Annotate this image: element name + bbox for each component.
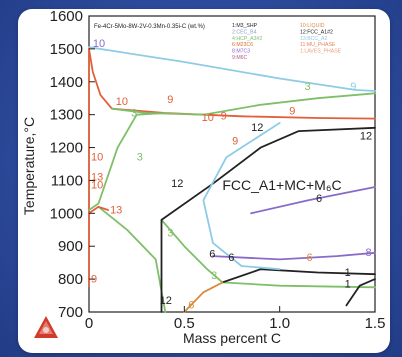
legend-entry: 2:CEC_B4	[232, 29, 257, 35]
curve-number-label: 13	[110, 204, 122, 216]
curve-number-label: 3	[131, 107, 137, 119]
phase-boundary-red-upper	[88, 48, 376, 120]
plot-area	[88, 15, 376, 313]
legend-entry: 8:M7C3	[232, 49, 250, 55]
curve-number-label: 3	[167, 227, 173, 239]
legend-entry: 9:M6C	[232, 55, 248, 61]
curve-number-label: 10	[116, 96, 128, 108]
curve-number-label: 6	[306, 252, 312, 264]
phase-boundary-purple-6	[250, 186, 376, 215]
legend-entry: 4:HCP_A3#2	[232, 36, 262, 42]
phase-boundary-orange-6	[183, 281, 224, 313]
phase-boundary-black-1	[345, 278, 376, 307]
curve-number-label: 9	[167, 94, 173, 106]
curve-number-label: 9	[289, 106, 295, 118]
phase-boundary-black-12	[160, 126, 376, 313]
y-tick-label: 800	[58, 271, 83, 288]
y-tick-label: 1100	[51, 172, 83, 189]
legend-entry: 11:MU_PHASE	[300, 42, 336, 48]
curve-number-label: 10	[91, 180, 103, 192]
legend-entry: 13:BCC_A2	[300, 36, 328, 42]
curve-number-label: 10	[202, 112, 214, 124]
curve-number-label: 12	[360, 130, 372, 142]
x-tick-label: 0	[85, 315, 93, 332]
x-axis-label: Mass percent C	[183, 330, 281, 346]
phase-boundary-purple-8	[212, 251, 376, 261]
y-tick-label: 1400	[50, 74, 83, 91]
curve-label-layer: 1010931099391212931013101312366391261168…	[91, 38, 372, 311]
legend-entry: 6:M23C6	[232, 42, 253, 48]
region-label: FCC_A1+MC+M₆C	[222, 177, 341, 193]
curve-layer	[88, 46, 376, 313]
curve-number-label: 6	[209, 249, 215, 261]
chart-title: Fe-4Cr-5Mo-8W-2V-0.3Mn-0.35i-C (wt.%)	[94, 24, 205, 30]
y-tick-label: 1200	[50, 140, 83, 157]
phase-boundary-green-right	[160, 219, 376, 289]
phase-boundary-black-lower	[221, 268, 376, 284]
curve-number-label: 9	[232, 135, 238, 147]
legend-entry: 12:FCC_A1#2	[300, 29, 333, 35]
curve-number-label: 1	[345, 278, 351, 290]
phase-boundary-green-mid	[97, 205, 167, 313]
curve-number-label: 12	[160, 295, 172, 307]
y-tick-label: 1600	[50, 8, 83, 25]
curve-number-label: 9	[221, 111, 227, 123]
y-tick-label: 1300	[50, 107, 83, 124]
curve-number-label: 12	[171, 178, 183, 190]
y-tick-label: 1000	[50, 205, 83, 222]
curve-number-label: 6	[316, 193, 322, 205]
x-tick-label: 1.0	[269, 315, 290, 332]
phase-boundary-liquidus-blue	[88, 46, 376, 92]
curve-number-label: 3	[305, 81, 311, 93]
curve-number-label: 3	[137, 152, 143, 164]
legend-entry: 1:LAVES_PHASE	[300, 49, 342, 55]
tick-layer: 0 0.5 1.0 1.5 700 800 900 1000 1100 1200 1300 1400 1…	[50, 8, 386, 332]
curve-number-label: 6	[228, 252, 234, 264]
phase-boundary-green-solidus	[111, 92, 376, 116]
curve-number-label: 1	[345, 267, 351, 279]
y-axis-label: Temperature,°C	[21, 117, 37, 215]
legend: 1:M3_SHP2:CEC_B44:HCP_A3#26:M23C68:M7C39…	[232, 23, 342, 61]
legend-entry: 10:LIQUID	[300, 23, 325, 29]
curve-number-label: 12	[251, 122, 263, 134]
curve-number-label: 10	[93, 38, 105, 50]
y-tick-label: 1500	[50, 41, 83, 58]
curve-number-label: 8	[366, 247, 372, 259]
curve-number-label: 10	[91, 152, 103, 164]
y-tick-label: 700	[58, 304, 83, 321]
curve-number-label: 9	[350, 81, 356, 93]
x-tick-label: 0.5	[174, 315, 195, 332]
y-tick-label: 900	[58, 238, 83, 255]
x-tick-label: 1.5	[365, 315, 386, 332]
thermo-calc-logo-icon	[34, 316, 58, 338]
phase-boundary-blue-v	[202, 122, 281, 271]
curve-number-label: 3	[211, 270, 217, 282]
legend-entry: 1:M3_SHP	[232, 23, 258, 29]
phase-boundary-green-left	[88, 112, 167, 211]
curve-number-label: 6	[188, 300, 194, 312]
phase-boundary-orange-13	[88, 205, 109, 215]
